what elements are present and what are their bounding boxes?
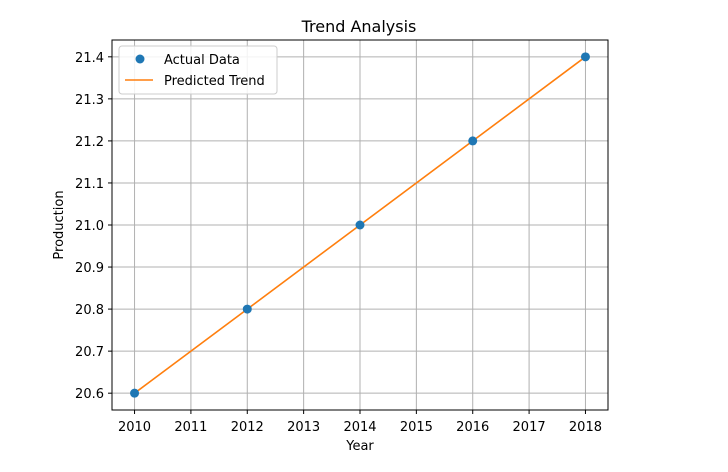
x-tick-label: 2017 (513, 420, 546, 435)
legend-label-actual-data: Actual Data (164, 53, 240, 68)
y-tick-label: 21.2 (75, 135, 104, 150)
y-tick-label: 20.6 (75, 387, 104, 402)
x-axis-ticks: 2010 2011 2012 2013 2014 2015 2016 2017 2018 (118, 410, 602, 435)
legend-marker-actual-data (135, 54, 145, 64)
x-tick-label: 2018 (569, 420, 602, 435)
y-tick-label: 20.9 (75, 261, 104, 276)
data-point-actual-data (130, 388, 140, 398)
y-tick-label: 21.4 (75, 51, 104, 66)
data-point-actual-data (355, 220, 365, 230)
x-tick-label: 2010 (118, 420, 151, 435)
x-axis-label: Year (345, 439, 374, 454)
legend-label-predicted-trend: Predicted Trend (164, 74, 265, 89)
y-tick-label: 20.8 (75, 303, 104, 318)
legend-box (118, 45, 278, 95)
plot-points (130, 52, 590, 398)
y-tick-label: 21.3 (75, 93, 104, 108)
x-tick-label: 2014 (343, 420, 376, 435)
x-tick-label: 2011 (174, 420, 207, 435)
chart-title: Trend Analysis (301, 17, 417, 36)
x-tick-label: 2013 (287, 420, 320, 435)
y-tick-label: 20.7 (75, 345, 104, 360)
y-axis-label: Production (52, 190, 67, 259)
data-point-actual-data (580, 52, 590, 62)
x-tick-label: 2015 (400, 420, 433, 435)
legend: Actual Data Predicted Trend (118, 45, 278, 95)
x-tick-label: 2016 (456, 420, 489, 435)
y-axis-ticks: 20.6 20.7 20.8 20.9 21.0 21.1 21.2 21.3 21.4 (75, 51, 112, 402)
x-tick-label: 2012 (231, 420, 264, 435)
y-tick-label: 21.1 (75, 177, 104, 192)
y-tick-label: 21.0 (75, 219, 104, 234)
data-point-actual-data (242, 304, 252, 314)
data-point-actual-data (468, 136, 478, 146)
